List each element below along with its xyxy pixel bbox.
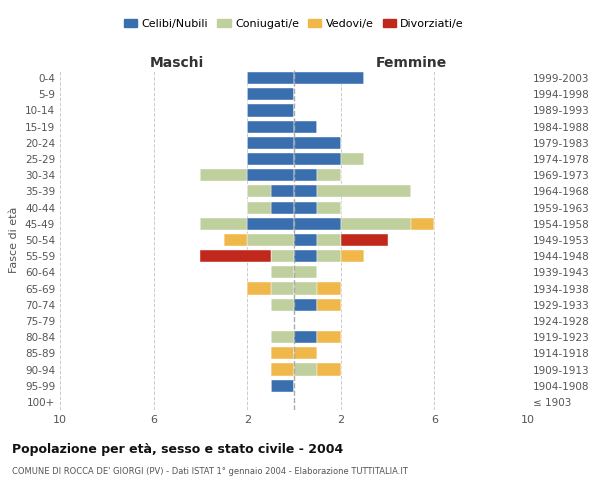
Bar [247,72,294,84]
Bar [200,169,247,181]
Bar [271,186,294,198]
Bar [247,218,294,230]
Bar [317,250,341,262]
Bar [294,234,317,246]
Bar [271,331,294,343]
Bar [317,234,341,246]
Bar [247,153,294,165]
Bar [317,331,341,343]
Bar [294,218,341,230]
Bar [271,282,294,294]
Bar [247,169,294,181]
Bar [294,282,317,294]
Bar [271,348,294,360]
Bar [247,137,294,149]
Bar [247,120,294,132]
Bar [294,364,317,376]
Bar [271,380,294,392]
Bar [200,218,247,230]
Bar [271,298,294,311]
Bar [247,202,271,213]
Bar [294,120,317,132]
Bar [294,250,317,262]
Bar [341,218,411,230]
Bar [200,250,271,262]
Bar [341,234,388,246]
Bar [294,137,341,149]
Bar [271,266,294,278]
Bar [294,202,317,213]
Bar [224,234,247,246]
Bar [294,331,317,343]
Bar [341,250,364,262]
Bar [317,364,341,376]
Bar [317,169,341,181]
Bar [294,348,317,360]
Bar [271,250,294,262]
Bar [247,88,294,101]
Bar [294,72,364,84]
Bar [317,282,341,294]
Bar [294,186,317,198]
Bar [294,298,317,311]
Bar [271,364,294,376]
Bar [294,169,317,181]
Bar [247,186,271,198]
Y-axis label: Fasce di età: Fasce di età [10,207,19,273]
Text: Femmine: Femmine [376,56,446,70]
Bar [294,266,317,278]
Bar [411,218,434,230]
Text: Popolazione per età, sesso e stato civile - 2004: Popolazione per età, sesso e stato civil… [12,442,343,456]
Bar [247,234,294,246]
Bar [247,104,294,117]
Bar [271,202,294,213]
Legend: Celibi/Nubili, Coniugati/e, Vedovi/e, Divorziati/e: Celibi/Nubili, Coniugati/e, Vedovi/e, Di… [119,14,469,33]
Bar [317,298,341,311]
Bar [341,153,364,165]
Text: COMUNE DI ROCCA DE' GIORGI (PV) - Dati ISTAT 1° gennaio 2004 - Elaborazione TUTT: COMUNE DI ROCCA DE' GIORGI (PV) - Dati I… [12,468,408,476]
Bar [317,202,341,213]
Bar [317,186,411,198]
Y-axis label: Anni di nascita: Anni di nascita [599,198,600,281]
Bar [294,153,341,165]
Bar [247,282,271,294]
Text: Maschi: Maschi [150,56,204,70]
